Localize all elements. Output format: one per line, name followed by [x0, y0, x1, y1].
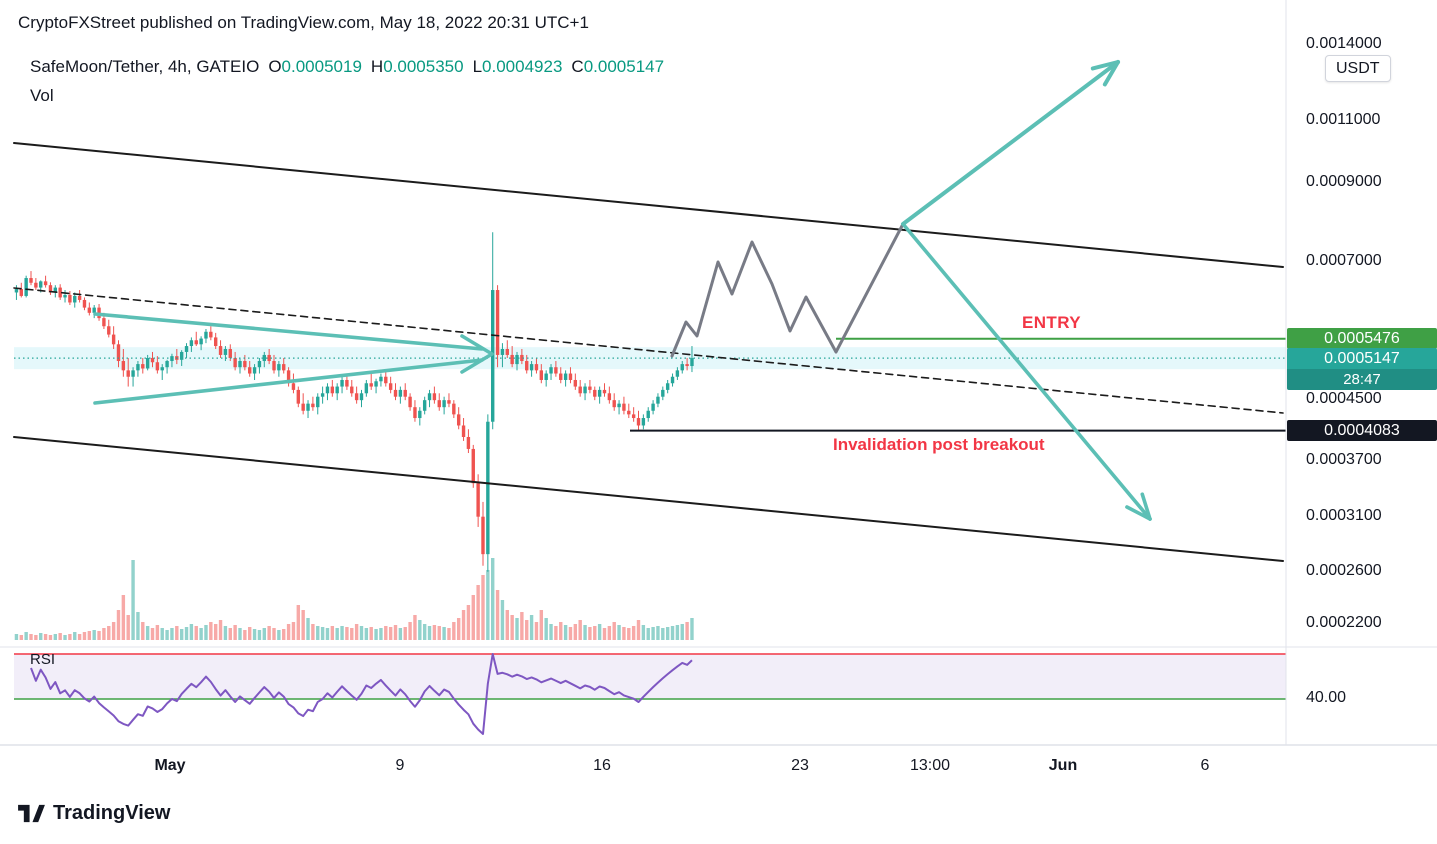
price-axis-label: 0.0004500: [1306, 390, 1382, 408]
entry-price-badge: 0.0005476: [1287, 328, 1437, 350]
time-axis-label: 13:00: [909, 757, 951, 774]
tradingview-logo-icon: [18, 804, 45, 823]
price-axis-label: 0.0002200: [1306, 613, 1382, 631]
background-layer: [14, 347, 1286, 370]
ohlc-low-label: L: [472, 57, 483, 76]
candle-countdown-timer: 28:47: [1287, 368, 1437, 390]
volume-series: [14, 558, 694, 640]
invalidation-annotation[interactable]: Invalidation post breakout: [833, 435, 1045, 454]
time-axis-label: 9: [395, 757, 405, 774]
price-axis-label: 0.0003100: [1306, 506, 1382, 524]
current-price-badge-text: 0.0005147: [1324, 349, 1400, 367]
symbol-title[interactable]: SafeMoon/Tether, 4h, GATEIO: [30, 57, 260, 76]
price-axis-label: 0.0002600: [1306, 561, 1382, 579]
time-axis[interactable]: May 9 16 23 13:00 Jun 6: [0, 745, 1437, 787]
analysis-drawings[interactable]: [13, 60, 1286, 562]
price-axis-label: 0.0011000: [1306, 110, 1381, 128]
invalidation-price-badge-text: 0.0004083: [1324, 422, 1400, 440]
entry-annotation[interactable]: ENTRY: [1022, 313, 1081, 332]
candlestick-series: [14, 232, 694, 572]
rsi-indicator: [14, 653, 1286, 735]
symbol-legend[interactable]: SafeMoon/Tether, 4h, GATEIO O0.0005019 H0.…: [30, 57, 664, 77]
attribution-text: CryptoFXStreet published on TradingView.…: [18, 13, 589, 32]
time-axis-label: Jun: [1048, 757, 1078, 774]
entry-price-badge-text: 0.0005476: [1324, 330, 1400, 348]
time-axis-label: May: [154, 757, 186, 774]
ohlc-open-label: O: [268, 57, 282, 76]
volume-indicator-label[interactable]: Vol: [30, 86, 54, 105]
time-axis-label: 23: [791, 757, 809, 774]
invalidation-price-badge: 0.0004083: [1287, 420, 1437, 442]
time-axis-label: 16: [593, 757, 611, 774]
ohlc-open-value: 0.0005019: [281, 57, 362, 76]
ohlc-high-label: H: [370, 57, 384, 76]
ohlc-close-value: 0.0005147: [583, 57, 665, 76]
ohlc-high-value: 0.0005350: [383, 57, 464, 76]
price-axis-label: 0.0009000: [1306, 173, 1382, 191]
price-axis-label: 0.0007000: [1306, 252, 1382, 269]
currency-unit-button[interactable]: USDT: [1325, 55, 1391, 82]
price-axis-label: 0.0014000: [1306, 35, 1382, 53]
current-price-badge: 0.0005147 28:47: [1287, 347, 1437, 390]
ohlc-low-value: 0.0004923: [482, 57, 563, 76]
ohlc-close-label: C: [571, 57, 584, 76]
rsi-level-label: 40.00: [1306, 689, 1347, 706]
rsi-indicator-label[interactable]: RSI: [30, 651, 56, 668]
pane-borders: [0, 0, 1437, 746]
tradingview-brand-text: TradingView: [53, 802, 171, 824]
price-axis-label: 0.0003700: [1306, 451, 1382, 469]
tradingview-footer[interactable]: TradingView: [18, 802, 170, 825]
price-axis[interactable]: 0.0014000 0.0011000 0.0009000 0.0007000 0.00…: [1286, 0, 1437, 745]
time-axis-label: 6: [1200, 757, 1210, 774]
